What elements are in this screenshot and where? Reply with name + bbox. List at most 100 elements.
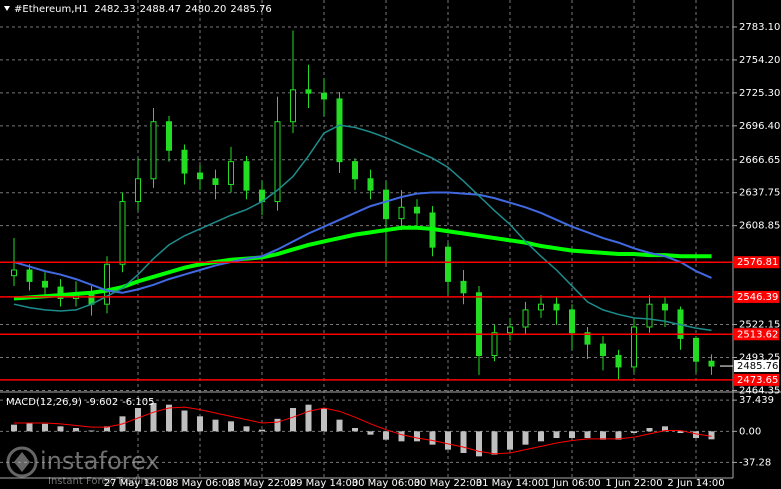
y-tick-label: 2754.20 xyxy=(739,55,780,66)
y-tick-label: 2696.40 xyxy=(739,121,780,132)
histogram-bar xyxy=(677,431,684,433)
histogram-bar xyxy=(646,428,653,432)
histogram-bar xyxy=(228,421,234,432)
candle-body xyxy=(445,246,451,282)
candle-body xyxy=(476,292,482,357)
histogram-bar xyxy=(305,404,312,432)
y-tick-label: 2522.15 xyxy=(739,320,780,331)
histogram-bar xyxy=(383,431,389,440)
histogram-bar xyxy=(600,431,606,440)
moving-average xyxy=(13,191,712,294)
candle-body xyxy=(569,309,575,334)
candle-body xyxy=(693,337,699,362)
histogram-bar xyxy=(274,418,281,432)
y-tick-label: 2464.35 xyxy=(739,385,780,396)
macd-value: -6.105 xyxy=(122,397,154,408)
level-label-box xyxy=(734,256,779,269)
histogram-bar xyxy=(135,408,141,432)
y-tick-label: -37.28 xyxy=(739,457,771,468)
x-tick-label: 31 May 14:00 xyxy=(476,478,545,489)
level-label-box xyxy=(734,328,779,341)
histogram-bar xyxy=(398,431,405,442)
histogram-bar xyxy=(321,408,327,432)
candle-body xyxy=(631,326,637,368)
header: #Ethereum,H1 2482.33 2488.47 2480.20 2485.76 xyxy=(14,4,272,15)
candle-body xyxy=(460,280,467,294)
candle-body xyxy=(507,326,513,334)
candle-body xyxy=(522,309,529,328)
x-tick-label: 27 May 14:00 xyxy=(104,478,173,489)
plot-layer xyxy=(11,30,715,457)
candle-body xyxy=(321,92,327,100)
ohlc-value: 2485.76 xyxy=(230,4,271,15)
level-label: 2576.81 xyxy=(737,257,778,268)
histogram-bar xyxy=(584,431,591,438)
histogram-bar xyxy=(26,423,33,432)
histogram-bar xyxy=(429,431,436,445)
level-label: 2473.65 xyxy=(737,375,778,386)
menu-arrow[interactable] xyxy=(4,6,10,11)
candle-body xyxy=(150,121,157,180)
macd-name: MACD(12,26,9) xyxy=(6,397,82,408)
histogram-bar xyxy=(414,431,420,442)
watermark-tagline: Instant Forex Trading xyxy=(48,476,153,487)
ohlc-value: 2482.33 xyxy=(94,4,135,15)
histogram-bar xyxy=(259,429,265,432)
histogram-bar xyxy=(662,426,668,432)
candle-body xyxy=(42,280,48,288)
x-tick-label: 30 May 06:00 xyxy=(352,478,421,489)
moving-average xyxy=(13,225,712,301)
macd-value: -9.602 xyxy=(86,397,118,408)
histogram-bar xyxy=(491,431,498,455)
x-tick-label: 1 Jun 06:00 xyxy=(543,478,600,489)
y-tick-label: 37.439 xyxy=(739,395,774,406)
candle-body xyxy=(352,161,358,180)
candle-body xyxy=(135,178,141,203)
indicator-title: MACD(12,26,9) -9.602 -6.105 xyxy=(6,397,154,408)
level-label-box xyxy=(734,373,779,386)
candle-body xyxy=(290,89,296,123)
candle-body xyxy=(212,178,219,185)
candle-body xyxy=(383,189,389,220)
level-label: 2513.62 xyxy=(737,329,778,340)
candle-body xyxy=(553,303,560,311)
candle-body xyxy=(197,172,203,180)
candle-body xyxy=(305,89,312,94)
candle-body xyxy=(584,332,591,345)
candle-body xyxy=(243,161,250,191)
candle-body xyxy=(615,355,622,368)
candle-body xyxy=(119,201,126,265)
histogram-bar xyxy=(460,431,467,453)
candle-body xyxy=(491,332,498,357)
price-label-box xyxy=(734,360,779,373)
watermark-logo xyxy=(14,452,30,472)
histogram-bar xyxy=(243,426,250,432)
candle-body xyxy=(646,303,653,328)
histogram-bar xyxy=(57,426,64,432)
histogram-bar xyxy=(476,431,482,457)
watermark-logo xyxy=(6,446,38,478)
y-tick-label: 2725.30 xyxy=(739,88,780,99)
candle-body xyxy=(11,269,17,277)
histogram-bar xyxy=(290,408,296,432)
x-tick-label: 28 May 06:00 xyxy=(166,478,235,489)
histogram-bar xyxy=(150,403,157,432)
histogram-bar xyxy=(181,410,188,432)
grid-layer xyxy=(0,0,733,478)
candle-body xyxy=(228,161,234,185)
x-tick-label: 29 May 14:00 xyxy=(290,478,359,489)
price-label: 2485.76 xyxy=(737,361,778,372)
y-tick-label: 0.00 xyxy=(739,426,761,437)
candle-body xyxy=(336,98,343,163)
histogram-bar xyxy=(73,428,79,432)
histogram-bar xyxy=(197,416,203,432)
histogram-bar xyxy=(104,426,110,432)
watermark-brand: instaforex xyxy=(40,447,160,475)
y-tick-label: 2493.25 xyxy=(739,353,780,364)
histogram-bar xyxy=(445,431,451,450)
histogram-bar xyxy=(615,431,622,440)
x-tick-label: 1 Jun 22:00 xyxy=(605,478,662,489)
symbol: #Ethereum,H1 xyxy=(14,4,88,15)
ohlc-value: 2488.47 xyxy=(140,4,181,15)
